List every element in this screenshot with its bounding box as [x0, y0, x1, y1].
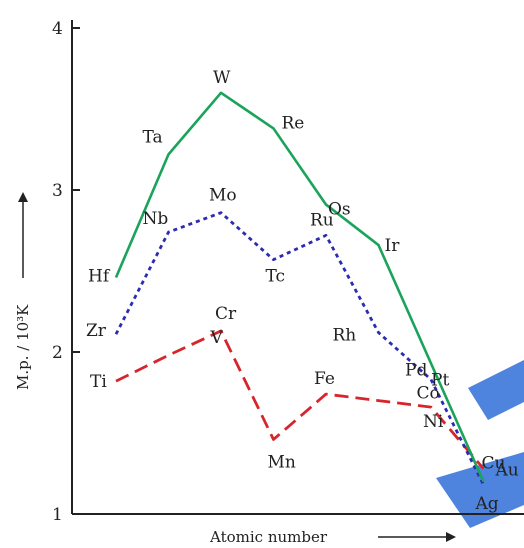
element-label-Cr: Cr: [215, 304, 237, 324]
element-label-Cu: Cu: [482, 454, 506, 474]
element-label-Ag: Ag: [475, 494, 499, 514]
series-line-2: [114, 91, 485, 483]
y-tick-label: 4: [52, 19, 63, 39]
element-label-W: W: [213, 68, 231, 88]
decor-blob-top: [468, 360, 524, 420]
y-axis-arrow: [18, 192, 28, 278]
element-label-Mo: Mo: [209, 186, 237, 206]
element-label-Re: Re: [282, 113, 305, 133]
element-label-Ru: Ru: [310, 210, 334, 230]
element-label-V: V: [210, 328, 224, 348]
point-labels: Ti V Cr Mn Fe Co Ni Cu Zr Nb Mo Tc Ru Rh Pd Ag Hf Ta W Re Os…: [86, 68, 519, 514]
y-tick-label: 2: [52, 343, 63, 363]
element-label-Ni: Ni: [423, 412, 444, 432]
decor-shapes: [436, 360, 524, 528]
series-group: [114, 91, 485, 486]
element-label-Co: Co: [417, 384, 440, 404]
y-axis-title: M.p. / 10³K: [14, 304, 32, 390]
x-axis-title: Atomic number: [209, 528, 328, 546]
element-label-Zr: Zr: [86, 321, 107, 341]
x-axis-arrow: [378, 532, 456, 542]
element-label-Fe: Fe: [314, 369, 335, 389]
y-tick-label: 3: [52, 181, 63, 201]
element-label-Ta: Ta: [143, 127, 163, 147]
element-label-Tc: Tc: [266, 267, 286, 287]
element-label-Hf: Hf: [88, 266, 111, 286]
element-label-Nb: Nb: [143, 209, 169, 229]
series-line-0: [115, 329, 485, 470]
element-label-Mn: Mn: [268, 452, 296, 472]
element-label-Ir: Ir: [385, 236, 401, 256]
series-line-1: [114, 211, 485, 486]
element-label-Au: Au: [495, 461, 519, 481]
y-tick-label: 1: [52, 505, 63, 525]
decor-blob-bottom: [436, 452, 524, 528]
element-label-Ti: Ti: [90, 372, 107, 392]
y-ticks: 1 2 3 4: [52, 19, 80, 525]
element-label-Os: Os: [328, 200, 351, 220]
element-label-Pd: Pd: [405, 361, 427, 381]
element-label-Pt: Pt: [431, 370, 449, 390]
element-label-Rh: Rh: [333, 326, 357, 346]
